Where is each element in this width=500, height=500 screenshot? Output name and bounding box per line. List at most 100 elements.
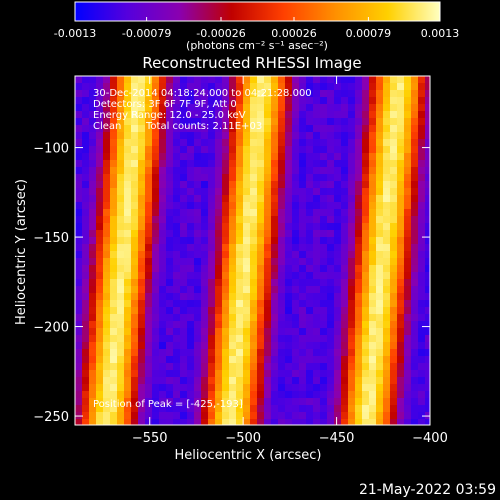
heatmap-cell — [285, 419, 293, 425]
heatmap-cell — [250, 146, 258, 154]
heatmap-cell — [369, 363, 377, 371]
heatmap-cell — [411, 174, 419, 182]
heatmap-cell — [278, 314, 286, 322]
heatmap-cell — [138, 139, 146, 147]
heatmap-cell — [355, 216, 363, 224]
heatmap-cell — [208, 307, 216, 315]
heatmap-cell — [271, 286, 279, 294]
heatmap-cell — [117, 97, 125, 105]
heatmap-cell — [75, 377, 83, 385]
heatmap-cell — [236, 153, 244, 161]
heatmap-cell — [355, 307, 363, 315]
heatmap-cell — [250, 90, 258, 98]
heatmap-cell — [271, 237, 279, 245]
heatmap-cell — [201, 139, 209, 147]
heatmap-cell — [131, 377, 139, 385]
heatmap-cell — [362, 314, 370, 322]
heatmap-cell — [411, 314, 419, 322]
heatmap-cell — [145, 391, 153, 399]
heatmap-cell — [138, 132, 146, 140]
heatmap-cell — [194, 125, 202, 133]
heatmap-cell — [89, 419, 97, 425]
heatmap-cell — [152, 111, 160, 119]
heatmap-cell — [425, 209, 430, 217]
heatmap-cell — [145, 258, 153, 266]
heatmap-cell — [390, 111, 398, 119]
heatmap-cell — [418, 146, 426, 154]
heatmap-cell — [376, 118, 384, 126]
heatmap-cell — [82, 132, 90, 140]
heatmap-cell — [306, 237, 314, 245]
heatmap-cell — [152, 412, 160, 420]
heatmap-cell — [82, 188, 90, 196]
heatmap-cell — [131, 153, 139, 161]
heatmap-cell — [334, 181, 342, 189]
heatmap-cell — [355, 335, 363, 343]
heatmap-cell — [425, 202, 430, 210]
heatmap-cell — [313, 188, 321, 196]
heatmap-cell — [166, 265, 174, 273]
heatmap-cell — [383, 363, 391, 371]
heatmap-cell — [320, 272, 328, 280]
heatmap-cell — [313, 76, 321, 84]
heatmap-cell — [159, 181, 167, 189]
heatmap-cell — [117, 216, 125, 224]
heatmap-cell — [369, 237, 377, 245]
heatmap-cell — [362, 377, 370, 385]
heatmap-cell — [250, 391, 258, 399]
heatmap-cell — [243, 314, 251, 322]
heatmap-cell — [362, 293, 370, 301]
heatmap-cell — [110, 384, 118, 392]
heatmap-cell — [341, 384, 349, 392]
heatmap-cell — [327, 265, 335, 273]
heatmap-cell — [285, 223, 293, 231]
heatmap-cell — [390, 97, 398, 105]
heatmap-cell — [264, 76, 272, 84]
heatmap-cell — [208, 237, 216, 245]
heatmap-cell — [278, 251, 286, 259]
heatmap-cell — [292, 251, 300, 259]
heatmap-cell — [341, 244, 349, 252]
heatmap-cell — [131, 412, 139, 420]
heatmap-cell — [411, 195, 419, 203]
heatmap-cell — [208, 419, 216, 425]
heatmap-cell — [131, 223, 139, 231]
heatmap-cell — [124, 258, 132, 266]
heatmap-cell — [138, 118, 146, 126]
heatmap-cell — [215, 195, 223, 203]
heatmap-cell — [75, 237, 83, 245]
heatmap-cell — [124, 342, 132, 350]
heatmap-cell — [376, 146, 384, 154]
heatmap-cell — [390, 153, 398, 161]
heatmap-cell — [187, 83, 195, 91]
heatmap-cell — [348, 279, 356, 287]
heatmap-cell — [264, 104, 272, 112]
heatmap-cell — [222, 356, 230, 364]
heatmap-cell — [327, 83, 335, 91]
heatmap-cell — [313, 202, 321, 210]
heatmap-cell — [96, 307, 104, 315]
heatmap-cell — [306, 321, 314, 329]
heatmap-cell — [362, 90, 370, 98]
heatmap-cell — [75, 363, 83, 371]
heatmap-cell — [418, 111, 426, 119]
heatmap-cell — [404, 398, 412, 406]
heatmap-cell — [89, 174, 97, 182]
heatmap-cell — [138, 244, 146, 252]
heatmap-cell — [117, 258, 125, 266]
heatmap-cell — [334, 258, 342, 266]
heatmap-cell — [425, 265, 430, 273]
heatmap-cell — [166, 412, 174, 420]
heatmap-cell — [425, 160, 430, 168]
heatmap-cell — [103, 384, 111, 392]
heatmap-cell — [215, 307, 223, 315]
heatmap-cell — [236, 314, 244, 322]
heatmap-cell — [369, 202, 377, 210]
heatmap-cell — [103, 342, 111, 350]
heatmap-cell — [355, 83, 363, 91]
heatmap-cell — [404, 244, 412, 252]
heatmap-cell — [376, 181, 384, 189]
heatmap-cell — [110, 265, 118, 273]
heatmap-cell — [117, 237, 125, 245]
heatmap-cell — [124, 216, 132, 224]
